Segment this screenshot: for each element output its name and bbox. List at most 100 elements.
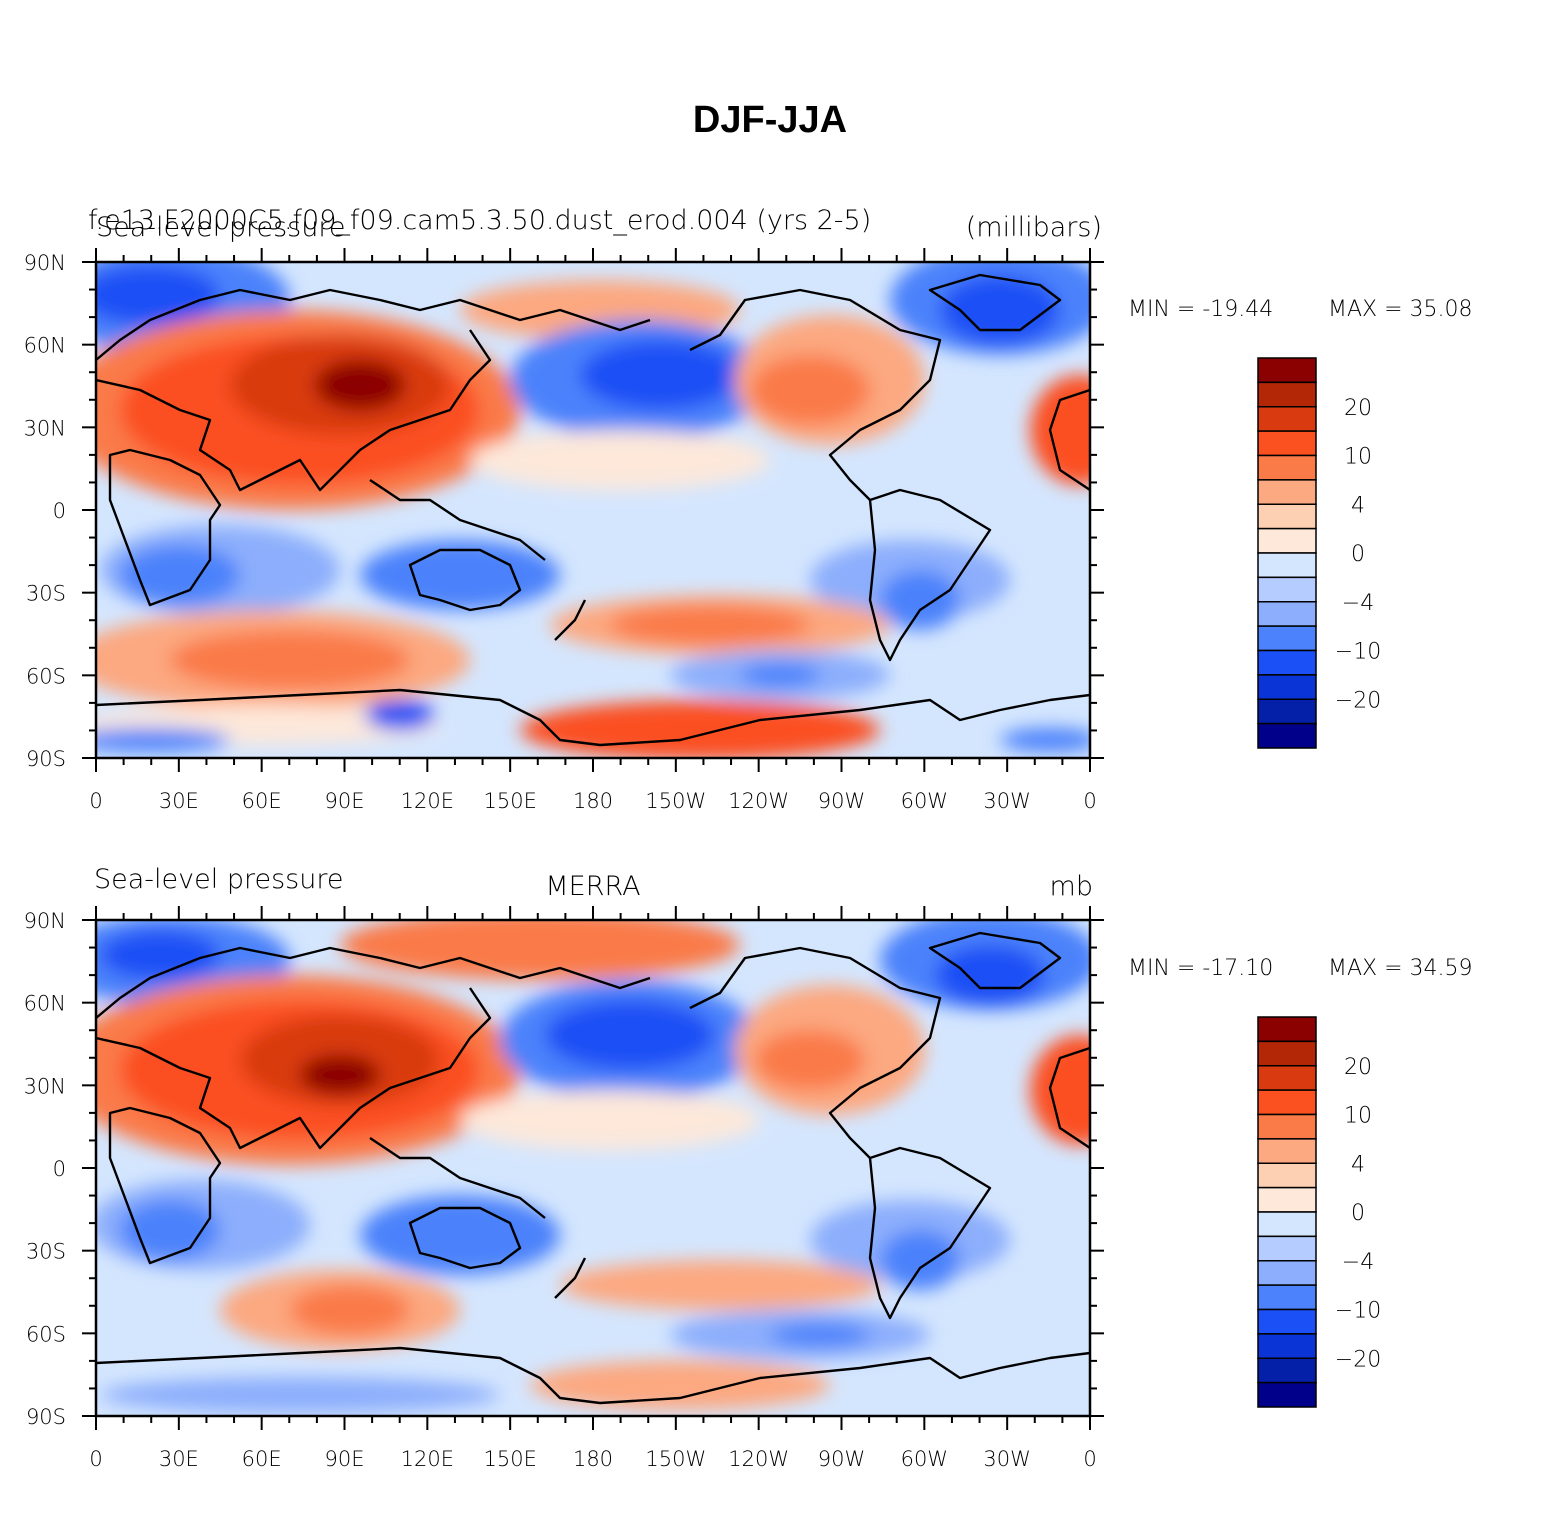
colorbar-swatch <box>1257 1089 1317 1116</box>
y-tick-label: 30S <box>26 1240 66 1264</box>
colorbar-label: −10 <box>1335 1299 1381 1324</box>
coastlines-bottom <box>96 931 1090 1405</box>
colorbar-swatch <box>1257 1138 1317 1164</box>
x-tick-label: 60E <box>242 1447 282 1471</box>
colorbar-swatch <box>1257 576 1317 603</box>
colorbar-swatch <box>1257 649 1317 676</box>
y-tick-label: 90N <box>24 251 66 275</box>
colorbar-swatch <box>1257 552 1317 579</box>
x-tick-label: 30E <box>159 789 199 813</box>
colorbar-swatch <box>1257 527 1317 554</box>
x-tick-label: 30W <box>983 789 1031 813</box>
y-tick-label: 60N <box>24 992 66 1016</box>
x-tick-label: 120E <box>401 789 454 813</box>
colorbar-swatch <box>1257 503 1317 530</box>
colorbar-swatch <box>1257 625 1317 652</box>
x-tick-label: 0 <box>1083 789 1096 813</box>
y-tick-label: 30S <box>26 582 66 606</box>
x-tick-label: 150E <box>483 1447 536 1471</box>
x-tick-label: 120W <box>728 1447 789 1471</box>
x-tick-label: 120W <box>728 789 789 813</box>
y-tick-label: 30N <box>24 416 66 440</box>
colorbar-label: −20 <box>1335 688 1381 713</box>
colorbar-label: 20 <box>1344 1055 1372 1080</box>
x-tick-label: 150E <box>483 789 536 813</box>
y-tick-label: 90S <box>26 747 66 771</box>
x-tick-label: 120E <box>401 1447 454 1471</box>
coastlines-top <box>96 273 1090 747</box>
panel-top-min: MIN = -19.44 <box>1128 297 1273 322</box>
colorbar-swatch <box>1257 698 1317 725</box>
colorbar-swatch <box>1257 1040 1317 1067</box>
y-tick-label: 30N <box>24 1074 66 1098</box>
x-tick-label: 60W <box>901 1447 949 1471</box>
x-tick-label: 90W <box>818 1447 866 1471</box>
colorbar-top: 20 10 4 0 −4 −10 −20 <box>1257 357 1381 749</box>
colorbar-swatch <box>1257 479 1317 505</box>
colorbar-swatch <box>1257 1357 1317 1384</box>
colorbar-label: 10 <box>1344 445 1372 470</box>
panel-bottom-max: MAX = 34.59 <box>1328 956 1473 981</box>
x-tick-label: 0 <box>89 1447 102 1471</box>
colorbar-label: −4 <box>1342 1250 1374 1275</box>
colorbar-swatch <box>1257 674 1317 700</box>
y-tick-label: 60S <box>26 664 66 688</box>
colorbar-swatch <box>1257 1308 1317 1335</box>
y-tick-label: 90S <box>26 1405 66 1429</box>
x-tick-label: 90W <box>818 789 866 813</box>
map-panel-model: f.e13.F2000C5.f09_f09.cam5.3.50.dust_ero… <box>24 205 1473 813</box>
colorbar-swatch <box>1257 1186 1317 1213</box>
x-tick-label: 180 <box>573 789 613 813</box>
colorbar-swatch <box>1257 722 1317 749</box>
x-tick-label: 0 <box>1083 1447 1096 1471</box>
panel-bottom-center-title: MERRA <box>545 871 640 902</box>
x-tick-label: 60E <box>242 789 282 813</box>
y-tick-label: 90N <box>24 909 66 933</box>
colorbar-swatch <box>1257 1065 1317 1091</box>
colorbar-swatch <box>1257 1333 1317 1359</box>
x-tick-label: 0 <box>89 789 102 813</box>
y-tick-label: 60N <box>24 334 66 358</box>
x-tick-label: 150W <box>645 1447 706 1471</box>
colorbar-swatch <box>1257 430 1317 457</box>
colorbar-label: 0 <box>1351 1201 1365 1226</box>
colorbar-swatch <box>1257 1235 1317 1262</box>
colorbar-swatch <box>1257 601 1317 627</box>
panel-top-units: (millibars) <box>966 212 1102 243</box>
colorbar-bottom: 20 10 4 0 −4 −10 −20 <box>1257 1016 1381 1408</box>
colorbar-label: 4 <box>1351 493 1365 518</box>
pressure-field-top <box>96 262 1090 758</box>
figure-title: DJF-JJA <box>693 99 847 141</box>
panel-bottom-min: MIN = -17.10 <box>1128 956 1273 981</box>
colorbar-swatch <box>1257 1016 1317 1043</box>
x-tick-label: 150W <box>645 789 706 813</box>
colorbar-swatch <box>1257 1260 1317 1286</box>
colorbar-label: 20 <box>1344 396 1372 421</box>
colorbar-label: 10 <box>1344 1104 1372 1129</box>
panel-top-left-title-line1: f.e13.F2000C5.f09_f09.cam5.3.50.dust_ero… <box>88 205 871 236</box>
pressure-field-bottom <box>96 920 1090 1416</box>
y-tick-label: 0 <box>53 499 66 523</box>
x-tick-label: 180 <box>573 1447 613 1471</box>
colorbar-label: −10 <box>1335 640 1381 665</box>
colorbar-label: −20 <box>1335 1347 1381 1372</box>
colorbar-swatch <box>1257 1381 1317 1408</box>
colorbar-swatch <box>1257 381 1317 408</box>
colorbar-label: −4 <box>1342 591 1374 616</box>
x-tick-label: 90E <box>325 789 365 813</box>
x-tick-label: 30E <box>159 1447 199 1471</box>
panel-top-left-title-line2: Sea-level pressure <box>96 212 345 243</box>
colorbar-swatch <box>1257 1284 1317 1311</box>
colorbar-swatch <box>1257 454 1317 481</box>
panel-bottom-units: mb <box>1050 871 1093 902</box>
colorbar-swatch <box>1257 406 1317 432</box>
panel-top-max: MAX = 35.08 <box>1328 297 1473 322</box>
colorbar-label: 4 <box>1351 1152 1365 1177</box>
y-tick-label: 60S <box>26 1322 66 1346</box>
y-tick-label: 0 <box>53 1157 66 1181</box>
map-panel-merra: Sea-level pressure MERRA mb <box>24 864 1473 1471</box>
colorbar-swatch <box>1257 1113 1317 1140</box>
colorbar-swatch <box>1257 357 1317 384</box>
panel-bottom-left-title: Sea-level pressure <box>94 864 343 895</box>
